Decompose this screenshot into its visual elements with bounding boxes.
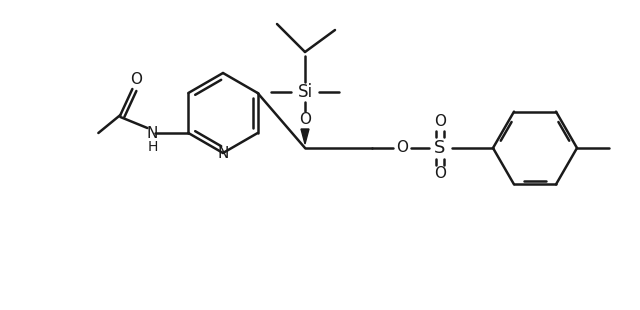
Text: H: H: [147, 140, 157, 154]
Text: O: O: [396, 140, 408, 156]
Polygon shape: [301, 129, 309, 144]
Text: S: S: [435, 139, 445, 157]
Text: O: O: [299, 113, 311, 127]
Text: O: O: [434, 166, 446, 181]
Text: N: N: [218, 145, 228, 161]
Text: N: N: [147, 126, 158, 140]
Text: Si: Si: [298, 83, 312, 101]
Text: O: O: [434, 114, 446, 130]
Text: O: O: [131, 72, 142, 86]
